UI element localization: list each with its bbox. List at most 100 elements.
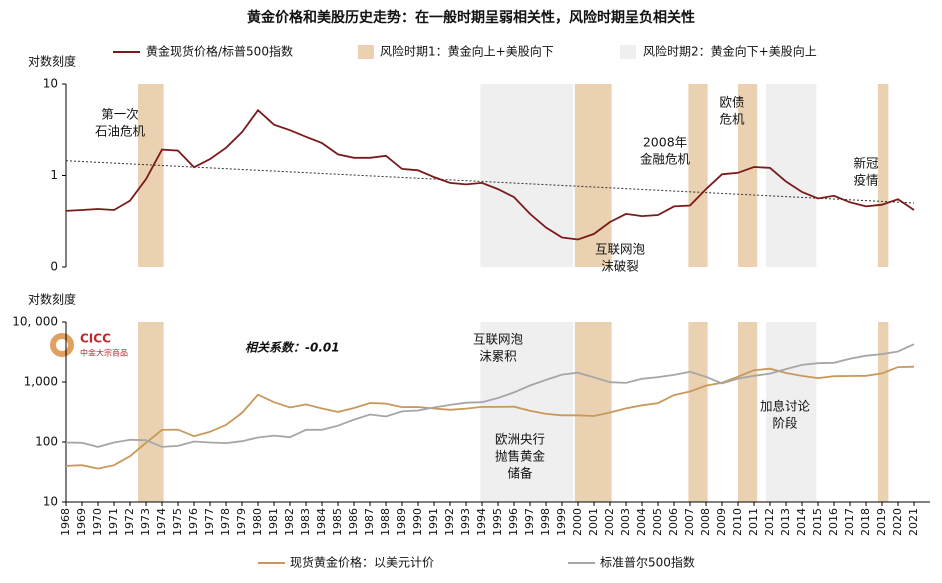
x-tick-label: 1974 xyxy=(155,508,168,536)
x-tick-label: 1991 xyxy=(427,508,440,536)
x-tick-label: 2017 xyxy=(843,508,856,536)
x-tick-label: 2010 xyxy=(731,508,744,536)
y-tick-label: 1 xyxy=(50,168,58,182)
x-tick-label: 2020 xyxy=(891,508,904,536)
trend-line xyxy=(65,160,915,204)
x-tick-label: 2006 xyxy=(667,508,680,536)
x-tick-label: 2021 xyxy=(907,508,920,536)
shaded-region xyxy=(138,84,164,267)
x-tick-label: 1978 xyxy=(219,508,232,536)
y-axis-title: 对数刻度 xyxy=(28,54,76,69)
x-tick-label: 2013 xyxy=(779,508,792,536)
x-tick-label: 1982 xyxy=(283,508,296,536)
x-tick-label: 2008 xyxy=(699,508,712,536)
x-tick-label: 2005 xyxy=(651,508,664,536)
legend-swatch xyxy=(620,45,636,59)
x-tick-label: 1979 xyxy=(235,508,248,536)
annotation: 疫情 xyxy=(853,173,878,188)
x-tick-label: 1983 xyxy=(299,508,312,536)
annotation: 新冠 xyxy=(853,156,879,171)
y-tick-label: 100 xyxy=(35,435,58,449)
x-tick-label: 1971 xyxy=(107,508,120,536)
x-tick-label: 1990 xyxy=(411,508,424,536)
x-tick-label: 1973 xyxy=(139,508,152,536)
legend-label: 风险时期1：黄金向上+美股向下 xyxy=(380,44,554,59)
chart-title: 黄金价格和美股历史走势：在一般时期呈弱相关性，风险时期呈负相关性 xyxy=(247,9,695,26)
x-tick-label: 2003 xyxy=(619,508,632,536)
shaded-region xyxy=(738,322,758,502)
y-tick-label: 10 xyxy=(43,77,58,91)
x-tick-label: 1987 xyxy=(363,508,376,536)
x-tick-label: 2007 xyxy=(683,508,696,536)
x-tick-label: 1996 xyxy=(507,508,520,536)
x-tick-label: 1986 xyxy=(347,508,360,536)
x-tick-label: 1993 xyxy=(459,508,472,536)
shaded-region xyxy=(738,84,758,267)
logo-mark: CICC xyxy=(80,332,111,346)
shaded-region xyxy=(480,322,574,502)
annotation: 第一次 xyxy=(101,107,139,122)
shaded-region xyxy=(480,84,574,267)
annotation: 互联网泡 xyxy=(595,242,646,257)
x-tick-label: 1998 xyxy=(539,508,552,536)
x-tick-label: 2016 xyxy=(827,508,840,536)
shaded-region xyxy=(574,84,612,267)
x-tick-label: 2004 xyxy=(635,508,648,536)
annotation: 阶段 xyxy=(772,416,797,431)
y-tick-label: 10 xyxy=(43,495,58,509)
x-tick-label: 1980 xyxy=(251,508,264,536)
x-tick-label: 1970 xyxy=(91,508,104,536)
x-tick-label: 1976 xyxy=(187,508,200,536)
annotation: 沫破裂 xyxy=(601,259,639,274)
x-tick-label: 1988 xyxy=(379,508,392,536)
logo-name: 中金大宗商品 xyxy=(80,348,128,358)
x-tick-label: 1994 xyxy=(475,508,488,536)
annotation: 石油危机 xyxy=(95,124,146,139)
annotation: 金融危机 xyxy=(640,152,691,167)
y-tick-label: 1,000 xyxy=(24,375,58,389)
shaded-region xyxy=(574,322,612,502)
shaded-region xyxy=(688,84,708,267)
x-tick-label: 1975 xyxy=(171,508,184,536)
shaded-region xyxy=(878,322,889,502)
legend-label: 标准普尔500指数 xyxy=(600,555,695,570)
x-tick-label: 1977 xyxy=(203,508,216,536)
x-tick-label: 2019 xyxy=(875,508,888,536)
legend-label: 现货黄金价格：以美元计价 xyxy=(290,555,434,570)
annotation: 欧债 xyxy=(719,95,744,110)
annotation: 2008年 xyxy=(643,135,687,150)
x-tick-label: 2009 xyxy=(715,508,728,536)
shaded-region xyxy=(766,322,817,502)
data-line xyxy=(65,108,915,241)
x-tick-label: 2012 xyxy=(763,508,776,536)
shaded-region xyxy=(878,84,889,267)
y-axis-title: 对数刻度 xyxy=(28,292,76,307)
x-tick-label: 2014 xyxy=(795,508,808,536)
x-tick-label: 2001 xyxy=(587,508,600,536)
shaded-region xyxy=(688,322,708,502)
x-tick-label: 1981 xyxy=(267,508,280,536)
data-line xyxy=(65,343,915,448)
x-tick-label: 2002 xyxy=(603,508,616,536)
x-tick-label: 2000 xyxy=(571,508,584,536)
annotation: 欧洲央行 xyxy=(495,432,545,447)
shaded-region xyxy=(766,84,817,267)
annotation: 沫累积 xyxy=(479,349,517,364)
annotation: 互联网泡 xyxy=(473,332,524,347)
logo-icon xyxy=(56,339,68,351)
x-tick-label: 1989 xyxy=(395,508,408,536)
annotation: 抛售黄金 xyxy=(495,449,546,464)
x-tick-label: 2015 xyxy=(811,508,824,536)
y-tick-label: 10, 000 xyxy=(12,315,58,329)
x-tick-label: 1999 xyxy=(555,508,568,536)
legend-swatch xyxy=(358,45,374,59)
y-tick-label: 0 xyxy=(50,260,58,274)
annotation: 危机 xyxy=(719,112,745,127)
x-tick-label: 1972 xyxy=(123,508,136,536)
legend-label: 黄金现货价格/标普500指数 xyxy=(146,44,293,59)
x-tick-label: 2011 xyxy=(747,508,760,536)
x-tick-label: 1984 xyxy=(315,508,328,536)
x-tick-label: 1995 xyxy=(491,508,504,536)
x-tick-label: 1997 xyxy=(523,508,536,536)
